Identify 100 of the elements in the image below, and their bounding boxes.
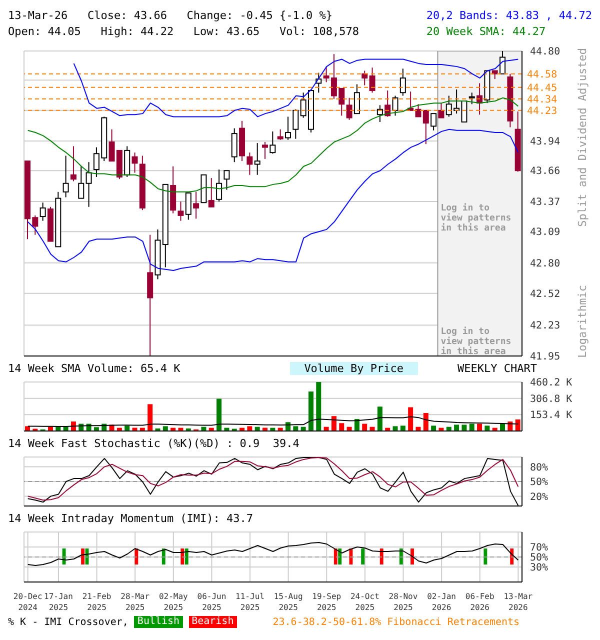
text: Bearish <box>188 616 237 628</box>
bar <box>423 413 428 431</box>
chart-subtitle: Open: 44.05 High: 44.22 Low: 43.65 Vol: 108,578 <box>8 25 359 38</box>
candlestick <box>400 68 406 96</box>
y-tick-label: 43.37 <box>530 197 560 208</box>
y-tick-label: 42.23 <box>530 320 560 332</box>
x-tick-label: 13-Mar 2026 <box>504 592 533 612</box>
x-tick-label: 20-Dec 2024 <box>13 592 42 612</box>
bar <box>339 423 344 431</box>
x-tick-label: 02-May 2025 <box>158 592 188 612</box>
bar <box>408 407 414 431</box>
bar <box>477 424 482 431</box>
candlestick <box>78 166 84 199</box>
ref-line-label: 44.23 <box>527 106 558 117</box>
bar <box>454 424 460 431</box>
candlestick <box>392 95 398 116</box>
x-tick-label: 15-Aug 2025 <box>274 592 303 612</box>
y-tick-label: 306.8 K <box>530 394 572 405</box>
bar <box>400 426 406 431</box>
y-tick-label: 460.2 K <box>530 378 572 389</box>
candlestick <box>500 51 506 74</box>
bar <box>392 426 398 431</box>
y-tick-label: 42.52 <box>530 288 560 300</box>
candlestick <box>216 169 222 202</box>
bar <box>216 398 222 431</box>
ref-line-label: 44.45 <box>527 82 558 94</box>
text: Logarithmic <box>576 285 589 358</box>
bar <box>331 416 336 431</box>
y-tick-label: 30% <box>530 562 548 574</box>
bar <box>469 424 474 431</box>
candlestick <box>40 202 46 222</box>
bar <box>308 392 314 431</box>
text: Bullish <box>134 616 183 628</box>
candlestick <box>185 192 192 220</box>
x-tick-label: 28-Mar 2025 <box>120 592 150 612</box>
bar <box>500 424 506 431</box>
candlestick <box>70 146 76 182</box>
y-tick-label: 43.66 <box>530 166 560 178</box>
y-tick-label: 20% <box>530 492 548 503</box>
x-tick-label: 11-Jul 2025 <box>236 592 265 612</box>
bar <box>362 424 368 431</box>
annotation: Log in to view patterns in this area <box>440 326 512 358</box>
y-tick-label: 50% <box>530 477 548 488</box>
candlestick <box>224 170 230 190</box>
text: % K - IMI Crossover, <box>8 616 128 628</box>
candlestick <box>422 110 429 145</box>
candlestick <box>277 128 284 140</box>
candlestick <box>270 130 276 154</box>
candlestick <box>346 97 352 120</box>
chart-title: 14 Week Fast Stochastic (%K)(%D) : 0.9 39.4 <box>8 437 300 450</box>
x-tick-label: 06-Feb 2026 <box>465 592 494 612</box>
candlestick <box>438 102 444 118</box>
y-tick-label: 41.95 <box>530 352 560 363</box>
bar <box>377 406 382 431</box>
y-axis-title: Split and Dividend Adjusted <box>576 48 589 227</box>
x-tick-label: 19-Sep 2025 <box>312 592 342 612</box>
chart-title: 14 Week SMA Volume: 65.4 K <box>8 362 180 375</box>
candlestick <box>468 92 475 105</box>
bar <box>247 426 252 431</box>
candlestick <box>132 152 138 174</box>
ref-line-label: 44.58 <box>527 69 558 80</box>
candlestick <box>86 162 92 208</box>
bar <box>25 426 30 431</box>
bar <box>316 382 322 431</box>
text: 20,2 Bands: 43.83 , 44.72 <box>426 8 592 24</box>
candlestick <box>369 67 376 94</box>
y-tick-label: 42.80 <box>530 258 560 270</box>
candlestick <box>430 113 437 131</box>
candlestick <box>354 84 360 114</box>
bar <box>94 427 99 431</box>
candlestick <box>208 178 214 208</box>
y-tick-label: 44.80 <box>530 46 560 58</box>
x-tick-label: 24-Oct 2025 <box>350 592 380 612</box>
candlestick <box>292 108 299 140</box>
candlestick <box>193 191 200 220</box>
text: Volume By Price <box>290 362 418 375</box>
text: 23.6-38.2-50-61.8% Fibonacci Retracements <box>272 616 520 628</box>
x-tick-label: 28-Nov 2025 <box>388 592 418 612</box>
candlestick <box>262 142 268 160</box>
candlestick <box>178 201 184 222</box>
bar <box>515 419 520 431</box>
candlestick <box>254 142 260 176</box>
candlestick <box>246 152 253 176</box>
y-tick-label: 80% <box>530 462 548 474</box>
bar <box>462 424 467 431</box>
candlestick <box>284 116 291 140</box>
chart-title: 14 Week Intraday Momentum (IMI): 43.7 <box>8 512 254 525</box>
band-label: Log in to view patterns in this area <box>440 202 512 234</box>
text: WEEKLY CHART <box>458 362 538 375</box>
x-tick-label: 06-Jun 2025 <box>197 592 226 612</box>
bar <box>162 426 168 431</box>
line-series <box>27 128 519 272</box>
chart-title: 13-Mar-26 Close: 43.66 Change: -0.45 {-1.0 %} <box>8 9 333 22</box>
x-tick-label: 02-Jan 2026 <box>427 592 456 612</box>
bar <box>431 426 436 431</box>
y-tick-label: 70% <box>530 542 548 554</box>
candlestick <box>62 155 69 198</box>
y-tick-label: 43.94 <box>530 136 560 148</box>
y-tick-label: 153.4 K <box>530 410 572 422</box>
line-series <box>27 542 519 566</box>
